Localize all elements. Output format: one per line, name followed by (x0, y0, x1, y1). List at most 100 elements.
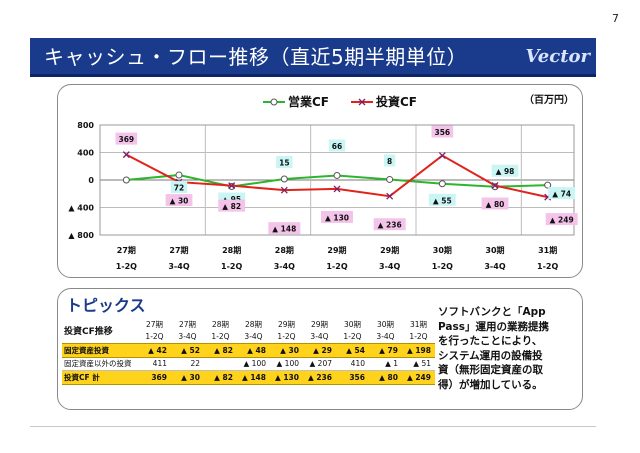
x-tick-label: 27期 (169, 245, 188, 255)
svg-text:▲ 82: ▲ 82 (222, 202, 241, 211)
table-cell: 22 (171, 357, 204, 371)
column-header: 30期 (343, 319, 362, 329)
note-line: Pass」運用の業務提携 (438, 320, 549, 333)
table-cell: ▲ 100 (270, 357, 303, 371)
chart-legend: 営業CF 投資CF (263, 94, 417, 109)
table-cell: 411 (138, 357, 171, 371)
svg-text:▲ 80: ▲ 80 (486, 200, 505, 209)
column-header: 3-4Q (376, 332, 395, 342)
table-row: 固定資産以外の投資 411 22 ▲ 100 ▲ 100 ▲ 207 410 ▲ 1 ▲ 51 (62, 357, 435, 371)
column-header: 27期 (178, 319, 197, 329)
table-cell: ▲ 82 (204, 370, 237, 385)
footer-divider (30, 426, 596, 427)
data-point (333, 185, 341, 193)
data-point (438, 180, 446, 188)
x-tick-label: 3-4Q (274, 262, 295, 271)
svg-text:356: 356 (435, 128, 451, 137)
x-tick-label: 1-2Q (326, 262, 347, 271)
svg-text:▲ 74: ▲ 74 (552, 190, 571, 199)
table-cell: ▲ 249 (402, 370, 435, 385)
table-cell: ▲ 1 (369, 357, 402, 371)
x-tick-label: 31期 (538, 245, 557, 255)
column-header: 1-2Q (211, 332, 230, 342)
table-header-row: 1-2Q 3-4Q 1-2Q 3-4Q 1-2Q 3-4Q 1-2Q 3-4Q 1-2Q (62, 331, 435, 344)
svg-text:▲ 95: ▲ 95 (222, 195, 241, 204)
svg-text:▲ 98: ▲ 98 (496, 167, 515, 176)
plot-frame (99, 124, 575, 236)
table-cell: 356 (336, 370, 369, 385)
data-point (386, 192, 394, 200)
table-row: 投資CF 計 369 ▲ 30 ▲ 82 ▲ 148 ▲ 130 ▲ 236 356 ▲ 80 ▲… (62, 370, 435, 385)
data-label: ▲ 130 (321, 210, 353, 223)
svg-text:8: 8 (387, 157, 392, 166)
y-tick-label: 800 (77, 121, 94, 130)
data-label: ▲ 82 (218, 199, 246, 212)
y-tick-label: 0 (88, 176, 94, 185)
x-tick-label: 27期 (117, 245, 136, 255)
svg-text:72: 72 (174, 184, 184, 193)
x-tick-label: 28期 (222, 245, 241, 255)
table-cell: ▲ 29 (303, 343, 336, 358)
column-header: 28期 (244, 319, 263, 329)
data-point (386, 175, 394, 183)
data-label: ▲ 236 (373, 218, 406, 231)
table-cell: ▲ 51 (402, 357, 435, 371)
column-header: 28期 (211, 319, 230, 329)
investment-cf-table: 投資CF推移 27期 27期 28期 28期 29期 29期 30期 30期 31期 1-2Q 3-4… (62, 318, 435, 385)
data-label: ▲ 98 (491, 164, 519, 177)
column-header: 29期 (277, 319, 296, 329)
row-label: 固定資産以外の投資 (62, 357, 138, 371)
chart-series (122, 151, 552, 201)
x-tick-label: 29期 (380, 245, 399, 255)
svg-text:15: 15 (279, 158, 289, 167)
data-point (122, 176, 130, 184)
svg-text:▲ 130: ▲ 130 (325, 213, 349, 222)
x-tick-label: 3-4Q (484, 262, 505, 271)
chart-data-labels: 72 ▲ 95 15 66 8 ▲ 55 ▲ 98 ▲ 74 369 ▲ 30 ▲ 82 ▲ 148 ▲… (115, 125, 578, 235)
svg-text:▲ 249: ▲ 249 (550, 216, 574, 225)
x-tick-label: 1-2Q (116, 262, 137, 271)
table-cell: ▲ 30 (270, 343, 303, 358)
table-cell: ▲ 207 (303, 357, 336, 371)
data-point (175, 171, 183, 179)
data-label: ▲ 30 (165, 194, 193, 207)
table-cell: ▲ 30 (171, 370, 204, 385)
unit-label: （百万円） (524, 93, 574, 106)
topics-heading: トピックス (66, 296, 146, 315)
column-header: 3-4Q (310, 332, 329, 342)
column-header: 27期 (145, 319, 164, 329)
svg-text:▲ 55: ▲ 55 (433, 196, 452, 205)
topics-note: ソフトバンクと「App Pass」運用の業務提携 を行ったことにより、 システム運用の… (438, 305, 580, 392)
column-header: 3-4Q (178, 332, 197, 342)
y-tick-label: ▲ 800 (68, 231, 94, 240)
x-tick-label: 3-4Q (168, 262, 189, 271)
table-cell: ▲ 130 (270, 370, 303, 385)
column-header: 1-2Q (343, 332, 362, 342)
table-cell: ▲ 198 (402, 343, 435, 358)
column-header: 31期 (409, 319, 428, 329)
svg-text:66: 66 (332, 142, 342, 151)
cashflow-chart: 800 400 0 ▲ 400 ▲ 800 27期 1-2Q 27期 3-4Q 28期 1-2Q 28… (68, 93, 578, 271)
data-point (122, 151, 130, 159)
svg-text:▲ 30: ▲ 30 (170, 197, 189, 206)
note-line: ソフトバンクと「App (438, 306, 546, 318)
legend-label: 営業CF (288, 94, 329, 109)
table-cell: ▲ 80 (369, 370, 402, 385)
note-line: 資（無形固定資産の取 (438, 364, 543, 376)
data-label: ▲ 55 (428, 193, 456, 206)
table-cell: ▲ 79 (369, 343, 402, 358)
chart-axes: 800 400 0 ▲ 400 ▲ 800 27期 1-2Q 27期 3-4Q 28期 1-2Q 28… (68, 93, 574, 271)
table-cell: ▲ 52 (171, 343, 204, 358)
data-label: 356 (431, 125, 454, 138)
page-title: キャッシュ・フロー推移（直近5期半期単位） (44, 45, 468, 69)
data-point (438, 152, 446, 159)
x-tick-label: 29期 (327, 245, 346, 255)
column-header: 29期 (310, 319, 329, 329)
data-label: 369 (115, 132, 138, 145)
table-cell: ▲ 82 (204, 343, 237, 358)
data-label: ▲ 249 (545, 213, 578, 226)
data-point (491, 182, 499, 189)
legend-item: 投資CF (351, 94, 417, 109)
data-label: 15 (276, 155, 293, 168)
table-cell: ▲ 148 (237, 370, 270, 385)
